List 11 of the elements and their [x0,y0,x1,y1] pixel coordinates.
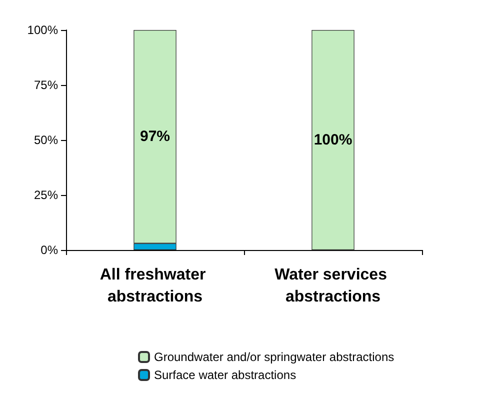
x-tick-label: All freshwater abstractions [100,266,210,306]
data-label: 97% [140,128,170,146]
legend-label: Surface water abstractions [154,368,296,382]
legend-label: Groundwater and/or springwater abstractions [154,350,394,364]
data-label: 100% [314,132,352,148]
y-tick-label: 0% [40,243,58,257]
y-tick-label: 50% [34,133,58,147]
y-tick-label: 100% [27,23,58,37]
x-tick-label: Water services abstractions [274,266,392,306]
y-tick-label: 75% [34,78,58,92]
y-tick-label: 25% [34,188,58,202]
